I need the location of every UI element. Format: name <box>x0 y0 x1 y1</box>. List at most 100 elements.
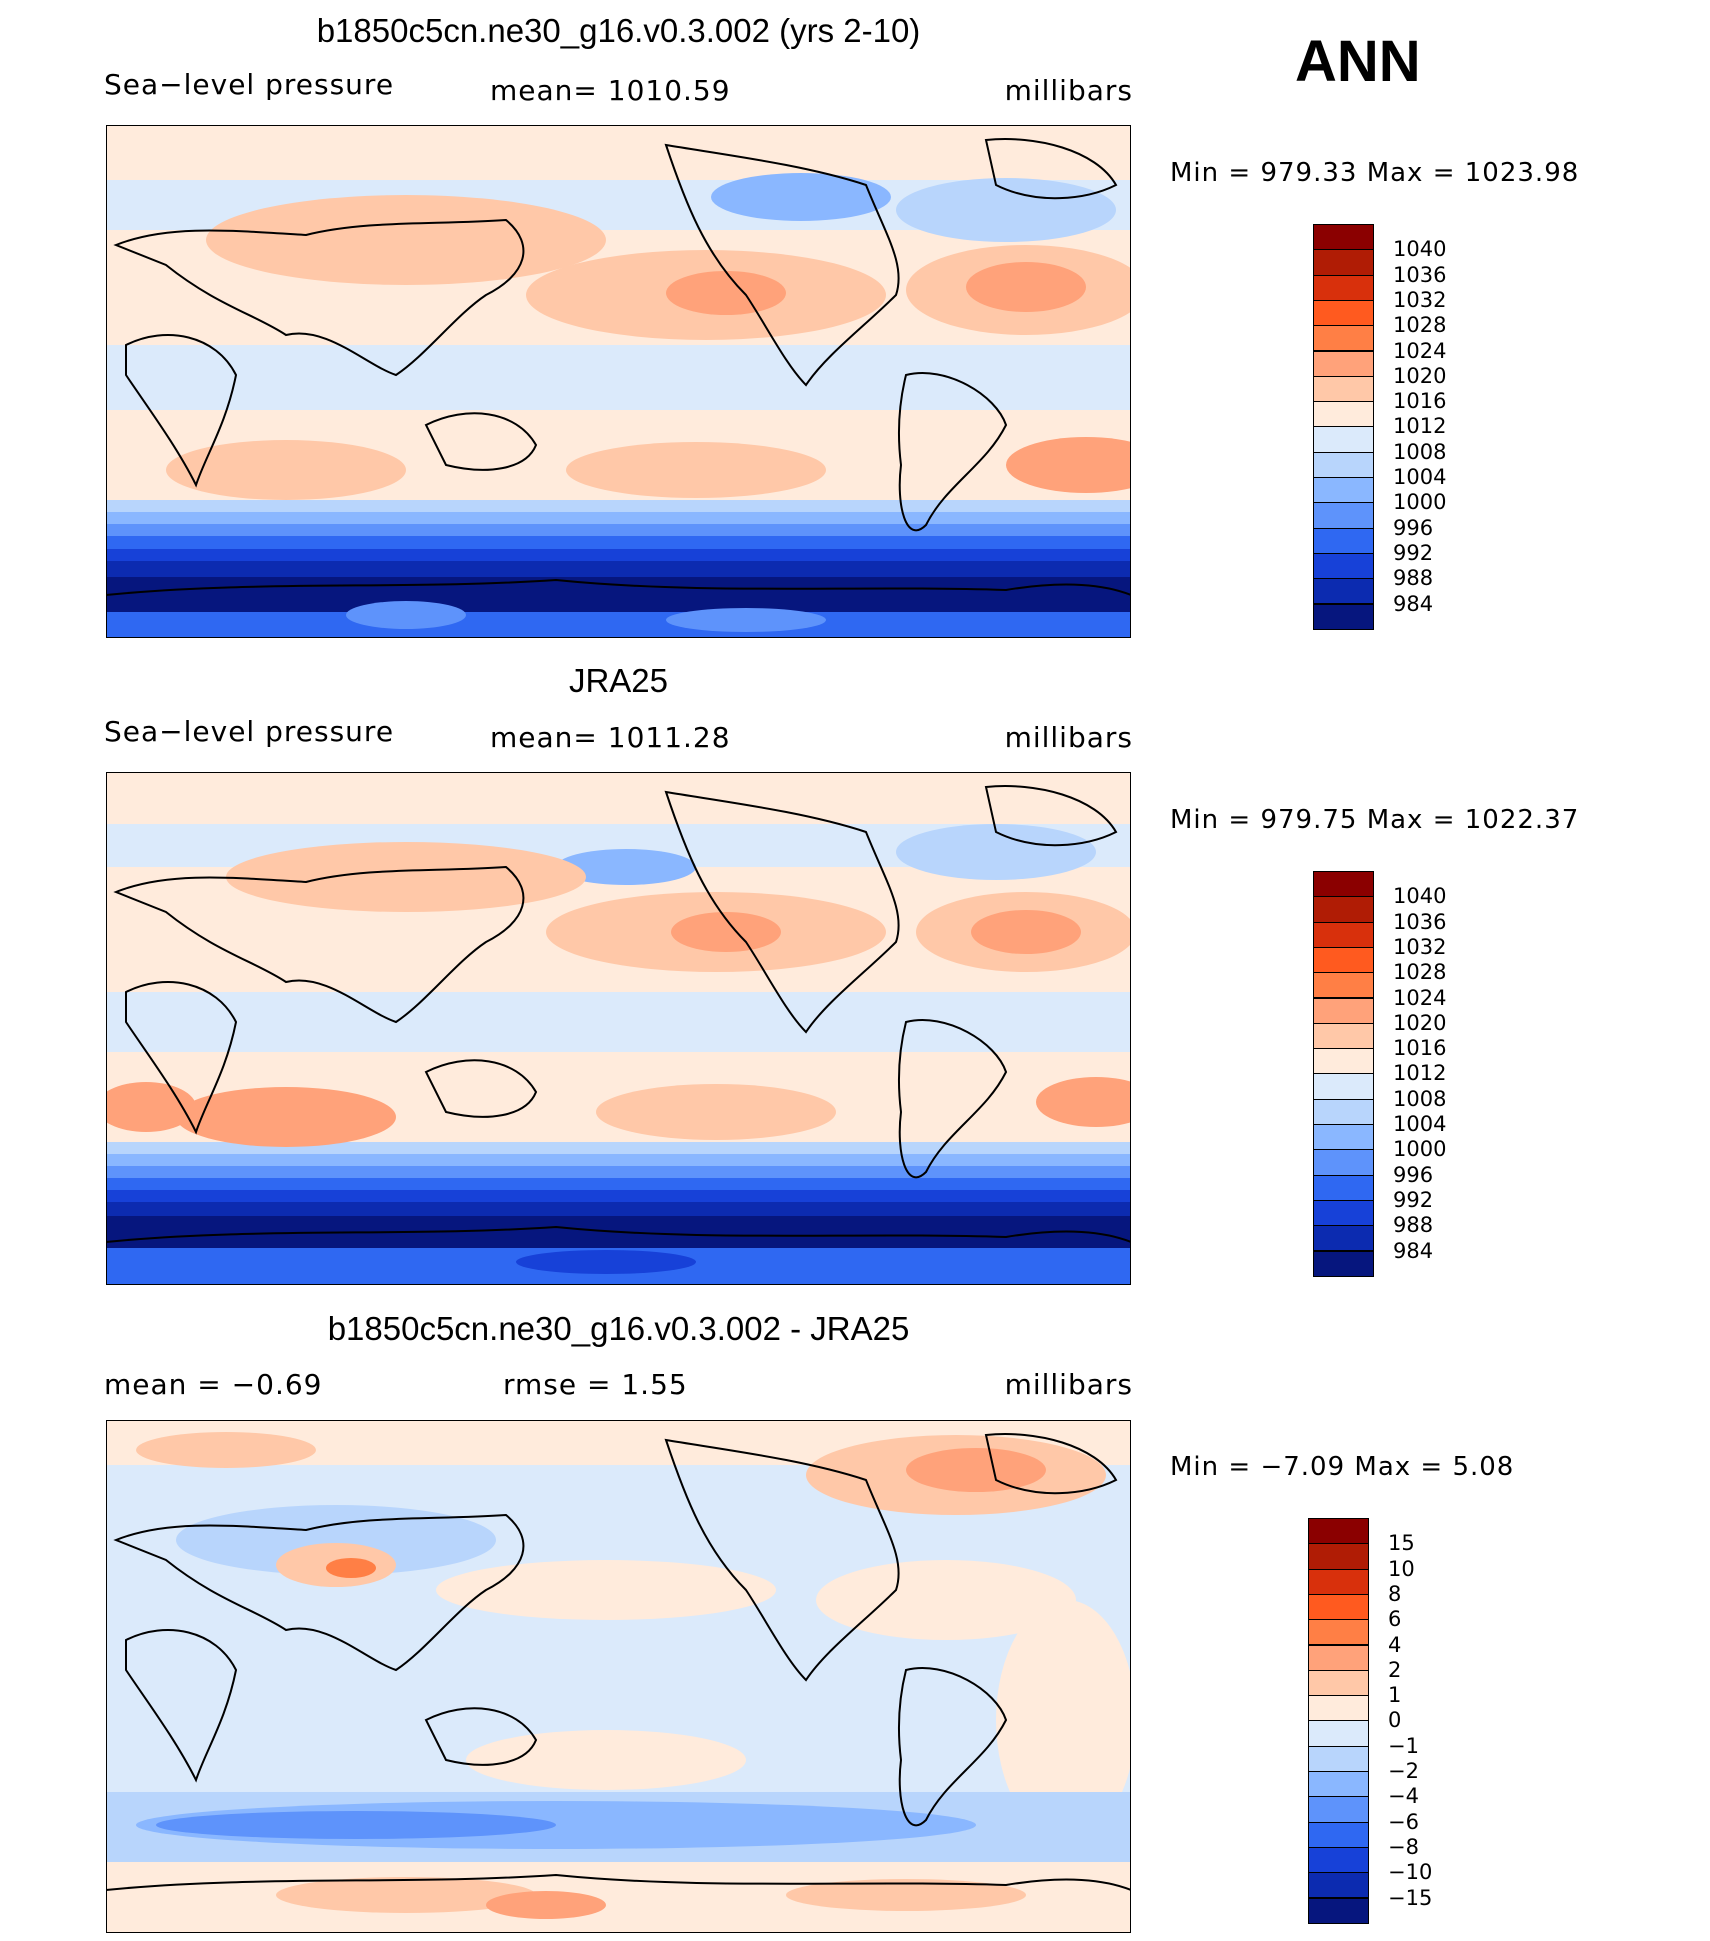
colorbar-swatch <box>1313 997 1374 1024</box>
units-label: millibars <box>1004 721 1133 754</box>
colorbar-tick-label: −4 <box>1388 1784 1419 1809</box>
colorbar-swatch <box>1313 1124 1374 1151</box>
map-observed <box>106 772 1131 1285</box>
colorbar-swatch <box>1313 350 1374 377</box>
minmax-label: Min = 979.33 Max = 1023.98 <box>1170 158 1580 188</box>
map-difference-field <box>106 1420 1131 1933</box>
colorbar-swatch <box>1313 224 1374 251</box>
season-label: ANN <box>1295 29 1421 94</box>
colorbar-tick-label: −10 <box>1388 1860 1433 1885</box>
colorbar-tick-label: 1020 <box>1393 1010 1447 1035</box>
colorbar-swatch <box>1313 401 1374 428</box>
colorbar-tick-label: 1016 <box>1393 1036 1447 1061</box>
colorbar-tick-label: 1004 <box>1393 465 1447 489</box>
colorbar-tick-label: 992 <box>1393 1187 1434 1212</box>
colorbar-swatch <box>1313 1250 1374 1277</box>
colorbar-swatch <box>1308 1872 1369 1899</box>
colorbar-swatch <box>1308 1543 1369 1570</box>
colorbar-swatch <box>1313 578 1374 605</box>
colorbar-tick-label: 988 <box>1393 1213 1434 1238</box>
colorbar-tick-label: 1012 <box>1393 1061 1447 1086</box>
colorbar-tick-label: 2 <box>1388 1657 1402 1682</box>
colorbar-swatch <box>1308 1568 1369 1595</box>
colorbar-swatch <box>1313 946 1374 974</box>
colorbar-swatch <box>1313 426 1374 453</box>
colorbar-tick-label: 1032 <box>1393 287 1447 312</box>
colorbar-tick-label: 1004 <box>1393 1112 1447 1136</box>
colorbar-tick-label: −1 <box>1388 1733 1419 1758</box>
colorbar-tick-label: 1000 <box>1393 1137 1447 1162</box>
colorbar-tick-label: −2 <box>1388 1759 1419 1783</box>
colorbar-swatch <box>1313 1098 1374 1125</box>
map-model-field <box>106 125 1131 638</box>
colorbar-tick-label: 4 <box>1388 1632 1402 1657</box>
colorbar-swatch <box>1308 1745 1369 1772</box>
colorbar-tick-label: 996 <box>1393 515 1434 540</box>
colorbar-swatch <box>1313 972 1374 999</box>
colorbar-swatch <box>1313 325 1374 352</box>
colorbar-swatch <box>1313 274 1374 301</box>
colorbar-swatch <box>1313 1149 1374 1176</box>
colorbar-tick-label: 1032 <box>1393 934 1447 959</box>
colorbar-tick-label: 10 <box>1388 1556 1415 1581</box>
colorbar-swatch <box>1308 1846 1369 1874</box>
colorbar-swatch <box>1308 1619 1369 1646</box>
colorbar-tick-label: 984 <box>1393 1238 1434 1263</box>
colorbar-swatch <box>1308 1771 1369 1798</box>
rmse-label: rmse = 1.55 <box>503 1368 688 1401</box>
colorbar-tick-label: 996 <box>1393 1162 1434 1187</box>
colorbar-swatch <box>1313 299 1374 327</box>
colorbar-swatch <box>1313 552 1374 580</box>
variable-label: Sea−level pressure <box>104 68 395 101</box>
colorbar-tick-label: 1012 <box>1393 414 1447 439</box>
minmax-label: Min = −7.09 Max = 5.08 <box>1170 1452 1515 1482</box>
panel-title: b1850c5cn.ne30_g16.v0.3.002 - JRA25 <box>327 1310 910 1347</box>
colorbar-swatch <box>1313 249 1374 276</box>
colorbar-swatch <box>1308 1669 1369 1697</box>
colorbar-tick-label: 15 <box>1388 1531 1415 1556</box>
colorbar-swatch <box>1313 1022 1374 1050</box>
colorbar-tick-label: 1040 <box>1393 884 1447 909</box>
colorbar-swatch <box>1308 1720 1369 1747</box>
colorbar-swatch <box>1308 1695 1369 1722</box>
mean-label: mean= 1010.59 <box>490 74 731 107</box>
colorbar-swatch <box>1313 1174 1374 1201</box>
colorbar-tick-label: 1008 <box>1393 1086 1447 1111</box>
colorbar-swatch <box>1308 1821 1369 1848</box>
colorbar-swatch <box>1313 921 1374 948</box>
units-label: millibars <box>1004 74 1133 107</box>
colorbar-swatch <box>1308 1644 1369 1671</box>
units-label: millibars <box>1004 1368 1133 1401</box>
colorbar-swatch <box>1313 477 1374 504</box>
colorbar-tick-label: 1036 <box>1393 909 1447 934</box>
colorbar-tick-label: 1024 <box>1393 985 1447 1010</box>
map-observed-field <box>106 772 1131 1285</box>
colorbar-swatch <box>1313 375 1374 403</box>
colorbar-tick-label: −8 <box>1388 1834 1419 1859</box>
colorbar-tick-label: 1040 <box>1393 237 1447 262</box>
minmax-label: Min = 979.75 Max = 1022.37 <box>1170 805 1580 835</box>
colorbar-tick-label: 992 <box>1393 540 1434 565</box>
colorbar-tick-label: −6 <box>1388 1809 1419 1834</box>
colorbar-tick-label: 1020 <box>1393 363 1447 388</box>
colorbar-tick-label: −15 <box>1388 1885 1433 1910</box>
panel-title: b1850c5cn.ne30_g16.v0.3.002 (yrs 2-10) <box>316 12 921 49</box>
colorbar-swatch <box>1313 1225 1374 1252</box>
colorbar-tick-label: 988 <box>1393 566 1434 591</box>
colorbar-tick-label: 1016 <box>1393 389 1447 414</box>
panel-title: JRA25 <box>568 662 669 699</box>
colorbar-tick-label: 984 <box>1393 591 1434 616</box>
colorbar-tick-label: 6 <box>1388 1607 1402 1632</box>
colorbar-swatch <box>1308 1518 1369 1545</box>
diff-mean-label: mean = −0.69 <box>104 1368 323 1401</box>
colorbar-tick-label: 1008 <box>1393 439 1447 464</box>
colorbar-swatch <box>1308 1593 1369 1621</box>
colorbar-tick-label: 0 <box>1388 1708 1402 1733</box>
variable-label: Sea−level pressure <box>104 715 395 748</box>
colorbar-tick-label: 1028 <box>1393 960 1447 985</box>
mean-label: mean= 1011.28 <box>490 721 731 754</box>
colorbar-swatch <box>1313 1073 1374 1100</box>
colorbar-tick-label: 1036 <box>1393 262 1447 287</box>
colorbar-swatch <box>1313 1048 1374 1075</box>
colorbar-swatch <box>1313 502 1374 529</box>
